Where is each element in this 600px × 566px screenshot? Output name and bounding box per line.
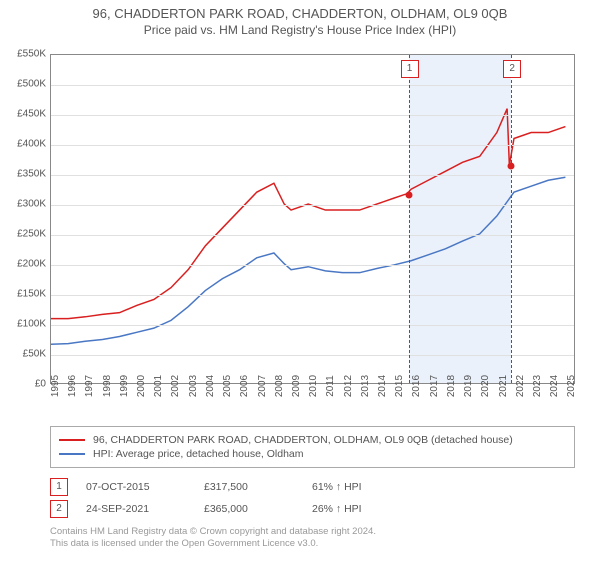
footnote: Contains HM Land Registry data © Crown c… [50,526,376,551]
sale-price: £365,000 [204,503,294,515]
gridline-h [51,235,574,236]
x-tick-label: 2006 [239,375,250,397]
legend-item: HPI: Average price, detached house, Oldh… [59,448,566,460]
x-tick-label: 2025 [566,375,577,397]
sale-index-box: 2 [50,500,68,518]
footnote-line2: This data is licensed under the Open Gov… [50,538,376,550]
sales-table: 1 07-OCT-2015 £317,500 61% ↑ HPI 2 24-SEP-202… [50,474,575,522]
gridline-h [51,115,574,116]
x-tick-label: 2023 [532,375,543,397]
event-marker-box: 1 [401,60,419,78]
gridline-h [51,265,574,266]
x-tick-label: 2007 [257,375,268,397]
y-tick-label: £100K [17,319,46,330]
sale-row: 2 24-SEP-2021 £365,000 26% ↑ HPI [50,500,575,518]
legend-swatch [59,453,85,455]
sale-marker-dot [405,191,412,198]
y-tick-label: £500K [17,79,46,90]
event-marker-box: 2 [503,60,521,78]
y-tick-label: £450K [17,109,46,120]
legend-box: 96, CHADDERTON PARK ROAD, CHADDERTON, OL… [50,426,575,468]
sale-date: 07-OCT-2015 [86,481,186,493]
gridline-h [51,325,574,326]
sale-price: £317,500 [204,481,294,493]
x-tick-label: 2015 [394,375,405,397]
gridline-h [51,85,574,86]
chart-subtitle: Price paid vs. HM Land Registry's House … [0,23,600,37]
x-tick-label: 2020 [480,375,491,397]
x-tick-label: 1999 [119,375,130,397]
x-tick-label: 2008 [274,375,285,397]
x-tick-label: 2004 [205,375,216,397]
x-tick-label: 2022 [515,375,526,397]
sale-row: 1 07-OCT-2015 £317,500 61% ↑ HPI [50,478,575,496]
y-tick-label: £150K [17,289,46,300]
x-tick-label: 1995 [50,375,61,397]
x-tick-label: 2011 [325,375,336,397]
x-tick-label: 2013 [360,375,371,397]
gridline-h [51,295,574,296]
legend-item: 96, CHADDERTON PARK ROAD, CHADDERTON, OL… [59,434,566,446]
sale-date: 24-SEP-2021 [86,503,186,515]
x-tick-label: 2018 [446,375,457,397]
y-tick-label: £0 [35,379,46,390]
x-tick-label: 2005 [222,375,233,397]
x-tick-label: 2017 [429,375,440,397]
event-line [409,55,410,383]
x-tick-label: 2024 [549,375,560,397]
x-tick-label: 2009 [291,375,302,397]
chart-plot-area: 12 [50,54,575,384]
x-tick-label: 2014 [377,375,388,397]
y-tick-label: £400K [17,139,46,150]
highlight-band [409,55,512,383]
footnote-line1: Contains HM Land Registry data © Crown c… [50,526,376,538]
x-tick-label: 2019 [463,375,474,397]
gridline-h [51,205,574,206]
x-tick-label: 2012 [343,375,354,397]
legend-label: 96, CHADDERTON PARK ROAD, CHADDERTON, OL… [93,434,513,446]
legend-swatch [59,439,85,441]
sale-delta: 26% ↑ HPI [312,503,412,515]
x-tick-label: 2002 [170,375,181,397]
x-tick-label: 1998 [102,375,113,397]
y-tick-label: £550K [17,49,46,60]
event-line [511,55,512,383]
y-tick-label: £350K [17,169,46,180]
gridline-h [51,145,574,146]
y-tick-label: £200K [17,259,46,270]
chart-title: 96, CHADDERTON PARK ROAD, CHADDERTON, OL… [0,6,600,21]
y-tick-label: £50K [23,349,46,360]
x-tick-label: 1997 [84,375,95,397]
x-tick-label: 2010 [308,375,319,397]
x-tick-label: 2021 [498,375,509,397]
x-tick-label: 2001 [153,375,164,397]
sale-index-box: 1 [50,478,68,496]
x-tick-label: 2003 [188,375,199,397]
sale-delta: 61% ↑ HPI [312,481,412,493]
x-tick-label: 2000 [136,375,147,397]
y-tick-label: £250K [17,229,46,240]
y-tick-label: £300K [17,199,46,210]
x-tick-label: 2016 [411,375,422,397]
x-tick-label: 1996 [67,375,78,397]
sale-marker-dot [508,163,515,170]
gridline-h [51,355,574,356]
legend-label: HPI: Average price, detached house, Oldh… [93,448,304,460]
gridline-h [51,175,574,176]
